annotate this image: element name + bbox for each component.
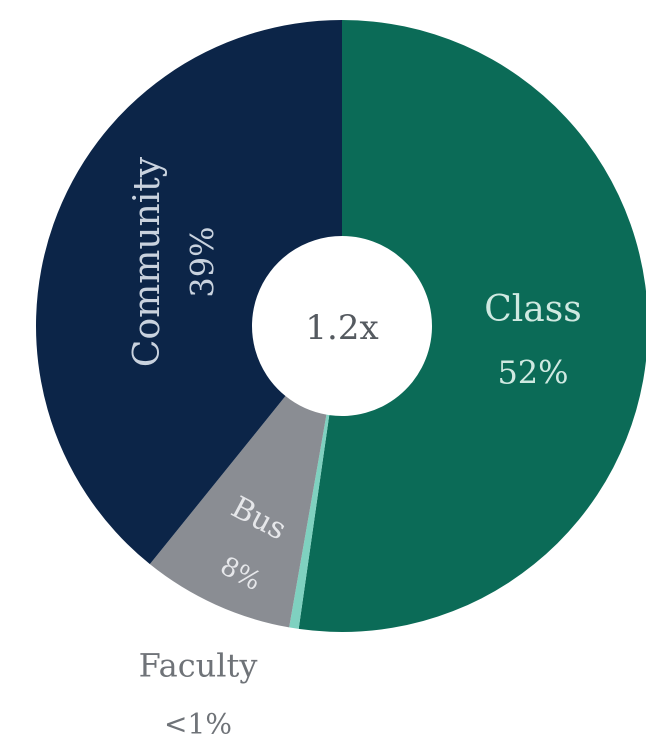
slice-value-label: 39% [184,226,222,297]
slice-name: Faculty [139,647,258,685]
slice-name: Class [484,289,581,330]
donut-slice [298,20,646,632]
donut-slice [149,396,327,628]
slice-value-label: 52% [497,354,568,392]
slice-name: Community [127,156,168,367]
center-label: 1.2x [305,308,378,348]
donut-slice [289,414,330,629]
slice-value-label: <1% [164,708,232,741]
donut-slice [35,20,342,565]
